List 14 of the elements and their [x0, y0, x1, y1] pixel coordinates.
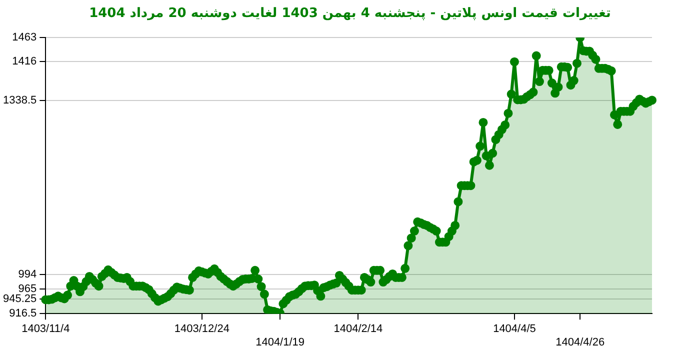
x-tick-label: 1404/1/19 [256, 336, 305, 348]
x-tick-label: 1403/11/4 [22, 323, 70, 336]
x-tick-label: 1403/12/24 [174, 323, 230, 336]
y-tick-label: 1338.5 [2, 94, 37, 107]
y-tick-label: 1416 [12, 55, 37, 68]
y-tick-label: 945.25 [2, 293, 37, 306]
chart-title: تغییرات قیمت اونس پلاتین - پنجشنبه 4 بهمن 1403 لغایت دوشنبه 20 مرداد 1404 [88, 5, 612, 23]
y-tick-label: 916.5 [9, 308, 37, 320]
y-tick-label: 1463 [12, 32, 37, 44]
x-tick-label: 1404/4/5 [493, 323, 536, 336]
x-tick-label: 1404/2/14 [334, 323, 383, 336]
y-tick-label: 994 [18, 268, 37, 280]
x-tick-label: 1404/4/26 [556, 336, 605, 348]
y-tick-label: 965 [18, 283, 37, 296]
